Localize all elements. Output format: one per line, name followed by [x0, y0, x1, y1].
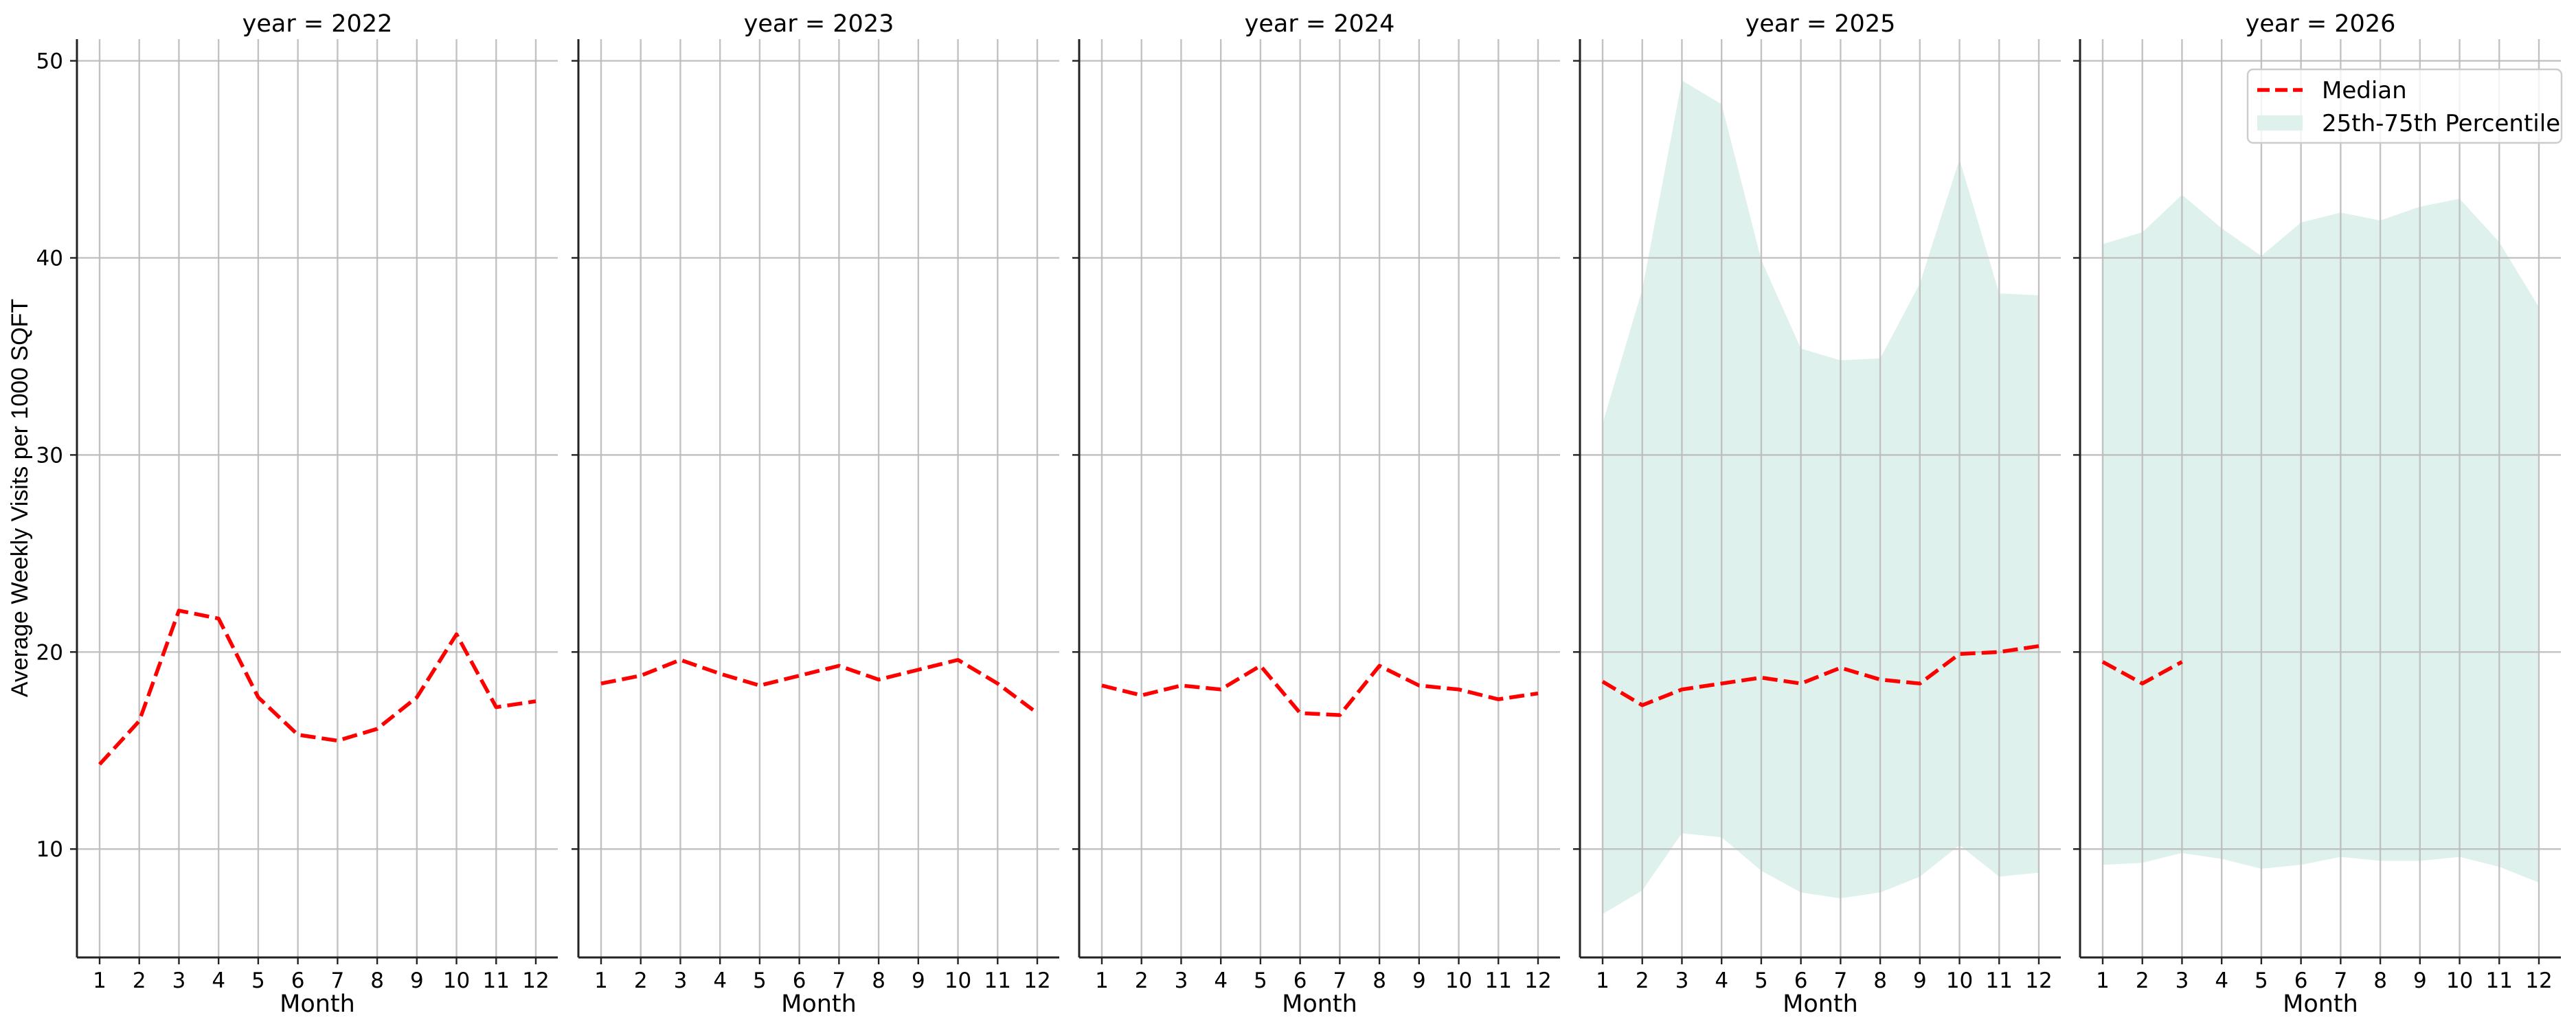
x-tick-label: 4 [713, 968, 727, 993]
x-tick-label: 12 [522, 968, 549, 993]
y-tick-label: 30 [36, 443, 63, 468]
percentile-band [2103, 194, 2539, 883]
x-tick-label: 7 [2334, 968, 2347, 993]
x-tick-label: 1 [1596, 968, 1609, 993]
x-tick-label: 7 [1833, 968, 1847, 993]
x-tick-label: 12 [1524, 968, 1551, 993]
panel-title: year = 2023 [744, 10, 894, 38]
x-tick-label: 2 [1135, 968, 1149, 993]
legend: Median 25th-75th Percentile [2246, 68, 2563, 144]
x-tick-label: 9 [410, 968, 424, 993]
x-tick-label: 3 [674, 968, 688, 993]
x-tick-label: 11 [1485, 968, 1512, 993]
x-axis-label: Month [1783, 990, 1858, 1018]
x-tick-label: 7 [1333, 968, 1346, 993]
legend-band-label: 25th-75th Percentile [2322, 110, 2560, 137]
panel-title: year = 2022 [242, 10, 393, 38]
x-tick-label: 6 [291, 968, 305, 993]
panel-title: year = 2025 [1745, 10, 1896, 38]
median-line [98, 609, 536, 766]
x-tick-label: 3 [172, 968, 186, 993]
y-tick-label: 10 [36, 837, 63, 862]
legend-median-label: Median [2322, 77, 2407, 104]
x-tick-label: 8 [1372, 968, 1386, 993]
x-tick-label: 5 [753, 968, 767, 993]
x-tick-label: 5 [2255, 968, 2268, 993]
x-tick-label: 12 [1024, 968, 1050, 993]
x-tick-label: 6 [1293, 968, 1307, 993]
x-axis-label: Month [280, 990, 355, 1018]
x-axis-label: Month [2283, 990, 2358, 1018]
x-axis-label: Month [1282, 990, 1357, 1018]
x-tick-label: 11 [984, 968, 1011, 993]
percentile-band [1603, 80, 2039, 914]
panel-title: year = 2024 [1245, 10, 1395, 38]
x-tick-label: 9 [2413, 968, 2427, 993]
x-tick-label: 1 [1095, 968, 1109, 993]
x-tick-label: 12 [2025, 968, 2052, 993]
x-tick-label: 9 [1412, 968, 1426, 993]
x-tick-label: 2 [634, 968, 648, 993]
x-tick-label: 4 [1715, 968, 1728, 993]
x-tick-label: 8 [370, 968, 384, 993]
x-tick-label: 10 [945, 968, 971, 993]
median-line [600, 658, 1039, 715]
x-tick-label: 8 [2373, 968, 2387, 993]
x-tick-label: 3 [1675, 968, 1689, 993]
x-tick-label: 11 [483, 968, 510, 993]
x-tick-label: 12 [2525, 968, 2552, 993]
panel-title: year = 2026 [2246, 10, 2396, 38]
x-tick-label: 11 [2486, 968, 2513, 993]
x-tick-label: 3 [2176, 968, 2189, 993]
x-tick-label: 5 [1754, 968, 1768, 993]
x-tick-label: 1 [2096, 968, 2110, 993]
x-tick-label: 9 [1913, 968, 1927, 993]
x-tick-label: 10 [1445, 968, 1472, 993]
y-axis-label: Average Weekly Visits per 1000 SQFT [7, 299, 33, 697]
y-tick-label: 40 [36, 246, 63, 271]
x-tick-label: 1 [93, 968, 106, 993]
x-tick-label: 7 [330, 968, 344, 993]
x-tick-label: 2 [133, 968, 146, 993]
x-tick-label: 10 [1946, 968, 1973, 993]
x-tick-label: 5 [251, 968, 265, 993]
x-tick-label: 8 [1873, 968, 1887, 993]
median-line [1101, 663, 1539, 717]
legend-band-swatch [2257, 115, 2303, 130]
x-tick-label: 7 [832, 968, 846, 993]
y-tick-label: 20 [36, 640, 63, 665]
x-tick-label: 6 [2294, 968, 2308, 993]
x-tick-label: 10 [2446, 968, 2473, 993]
x-tick-label: 6 [1794, 968, 1808, 993]
x-tick-label: 4 [212, 968, 225, 993]
x-tick-label: 2 [1636, 968, 1649, 993]
x-tick-label: 4 [2215, 968, 2228, 993]
x-tick-label: 4 [1214, 968, 1228, 993]
x-tick-label: 11 [1986, 968, 2013, 993]
x-axis-label: Month [781, 990, 857, 1018]
x-tick-label: 2 [2136, 968, 2149, 993]
x-tick-label: 9 [912, 968, 925, 993]
x-tick-label: 6 [793, 968, 806, 993]
x-tick-label: 10 [443, 968, 470, 993]
y-tick-label: 50 [36, 49, 63, 74]
x-tick-label: 1 [594, 968, 608, 993]
legend-frame [2246, 68, 2563, 144]
x-tick-label: 5 [1254, 968, 1267, 993]
x-tick-label: 3 [1175, 968, 1188, 993]
x-tick-label: 8 [872, 968, 885, 993]
median-line [1601, 644, 2040, 707]
median-line [2101, 660, 2183, 685]
